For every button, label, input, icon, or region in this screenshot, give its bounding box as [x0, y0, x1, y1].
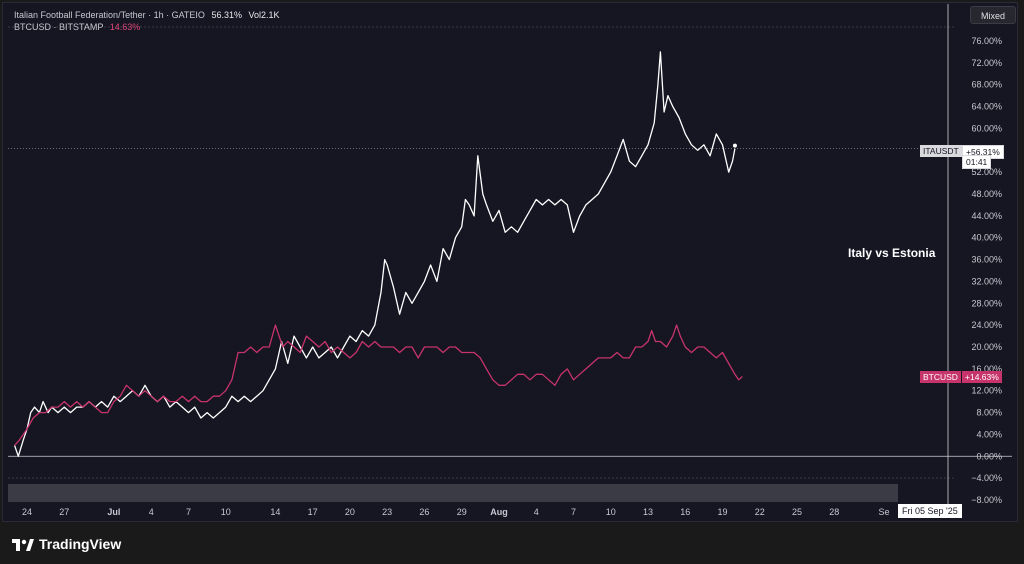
x-tick-label: 10 [606, 507, 616, 517]
ita-last-point [732, 143, 737, 148]
x-tick-label: Se [878, 507, 889, 517]
tradingview-logo-icon [12, 538, 34, 551]
x-tick-label: 24 [22, 507, 32, 517]
y-tick-label: −4.00% [971, 473, 1002, 483]
x-tick-label: 13 [643, 507, 653, 517]
y-tick-label: −8.00% [971, 495, 1002, 505]
tradingview-brand: TradingView [12, 536, 121, 552]
x-tick-label: Jul [107, 507, 120, 517]
y-tick-label: 0.00% [976, 451, 1002, 461]
y-tick-label: 20.00% [971, 342, 1002, 352]
legend-ita: Italian Football Federation/Tether · 1h … [14, 10, 280, 20]
x-tick-label: 4 [149, 507, 154, 517]
x-tick-label: 4 [534, 507, 539, 517]
scale-mode-button[interactable]: Mixed [970, 6, 1016, 24]
y-tick-label: 32.00% [971, 276, 1002, 286]
x-tick-label: 10 [221, 507, 231, 517]
x-tick-label: 17 [308, 507, 318, 517]
y-tick-label: 60.00% [971, 123, 1002, 133]
x-tick-label: 16 [680, 507, 690, 517]
legend-ita-volume: Vol2.1K [248, 10, 280, 20]
legend-btc: BTCUSD · BITSTAMP 14.63% [14, 22, 140, 32]
ita-price-label: ITAUSDT [920, 145, 962, 157]
y-tick-label: 76.00% [971, 36, 1002, 46]
legend-btc-value: 14.63% [109, 22, 141, 32]
ita-countdown: 01:41 [962, 155, 992, 169]
legend-ita-name: Italian Football Federation/Tether · 1h … [14, 10, 205, 20]
x-tick-label: 22 [755, 507, 765, 517]
x-tick-label: 20 [345, 507, 355, 517]
x-tick-label: 14 [270, 507, 280, 517]
y-tick-label: 44.00% [971, 211, 1002, 221]
chart-canvas[interactable]: 76.00%72.00%68.00%64.00%60.00%56.00%52.0… [0, 0, 1024, 530]
x-tick-label: 19 [718, 507, 728, 517]
x-tick-label: 29 [457, 507, 467, 517]
y-tick-label: 64.00% [971, 102, 1002, 112]
y-tick-label: 40.00% [971, 233, 1002, 243]
legend-ita-value: 56.31% [211, 10, 242, 20]
x-tick-label: 25 [792, 507, 802, 517]
y-tick-label: 48.00% [971, 189, 1002, 199]
btc-price-label: BTCUSD [920, 371, 961, 383]
y-tick-label: 12.00% [971, 386, 1002, 396]
x-tick-label: 28 [829, 507, 839, 517]
x-tick-label: Aug [490, 507, 508, 517]
chart-frame [2, 2, 1018, 522]
series-line-btc [14, 324, 743, 446]
y-tick-label: 28.00% [971, 298, 1002, 308]
y-tick-label: 16.00% [971, 364, 1002, 374]
chart-annotation: Italy vs Estonia [848, 246, 936, 260]
y-tick-label: 72.00% [971, 58, 1002, 68]
legend-btc-name: BTCUSD · BITSTAMP [14, 22, 104, 32]
y-tick-label: 8.00% [976, 408, 1002, 418]
time-scrollbar [8, 484, 898, 502]
brand-name: TradingView [39, 536, 122, 552]
y-tick-label: 4.00% [976, 429, 1002, 439]
x-tick-label: 7 [571, 507, 576, 517]
crosshair-date-label: Fri 05 Sep '25 [898, 504, 962, 518]
x-tick-label: 23 [382, 507, 392, 517]
y-tick-label: 24.00% [971, 320, 1002, 330]
y-tick-label: 36.00% [971, 255, 1002, 265]
y-tick-label: 52.00% [971, 167, 1002, 177]
btc-price-value: +14.63% [962, 371, 1002, 383]
x-tick-label: 27 [59, 507, 69, 517]
x-tick-label: 7 [186, 507, 191, 517]
x-tick-label: 26 [419, 507, 429, 517]
y-tick-label: 68.00% [971, 80, 1002, 90]
series-line-ita [13, 51, 736, 457]
